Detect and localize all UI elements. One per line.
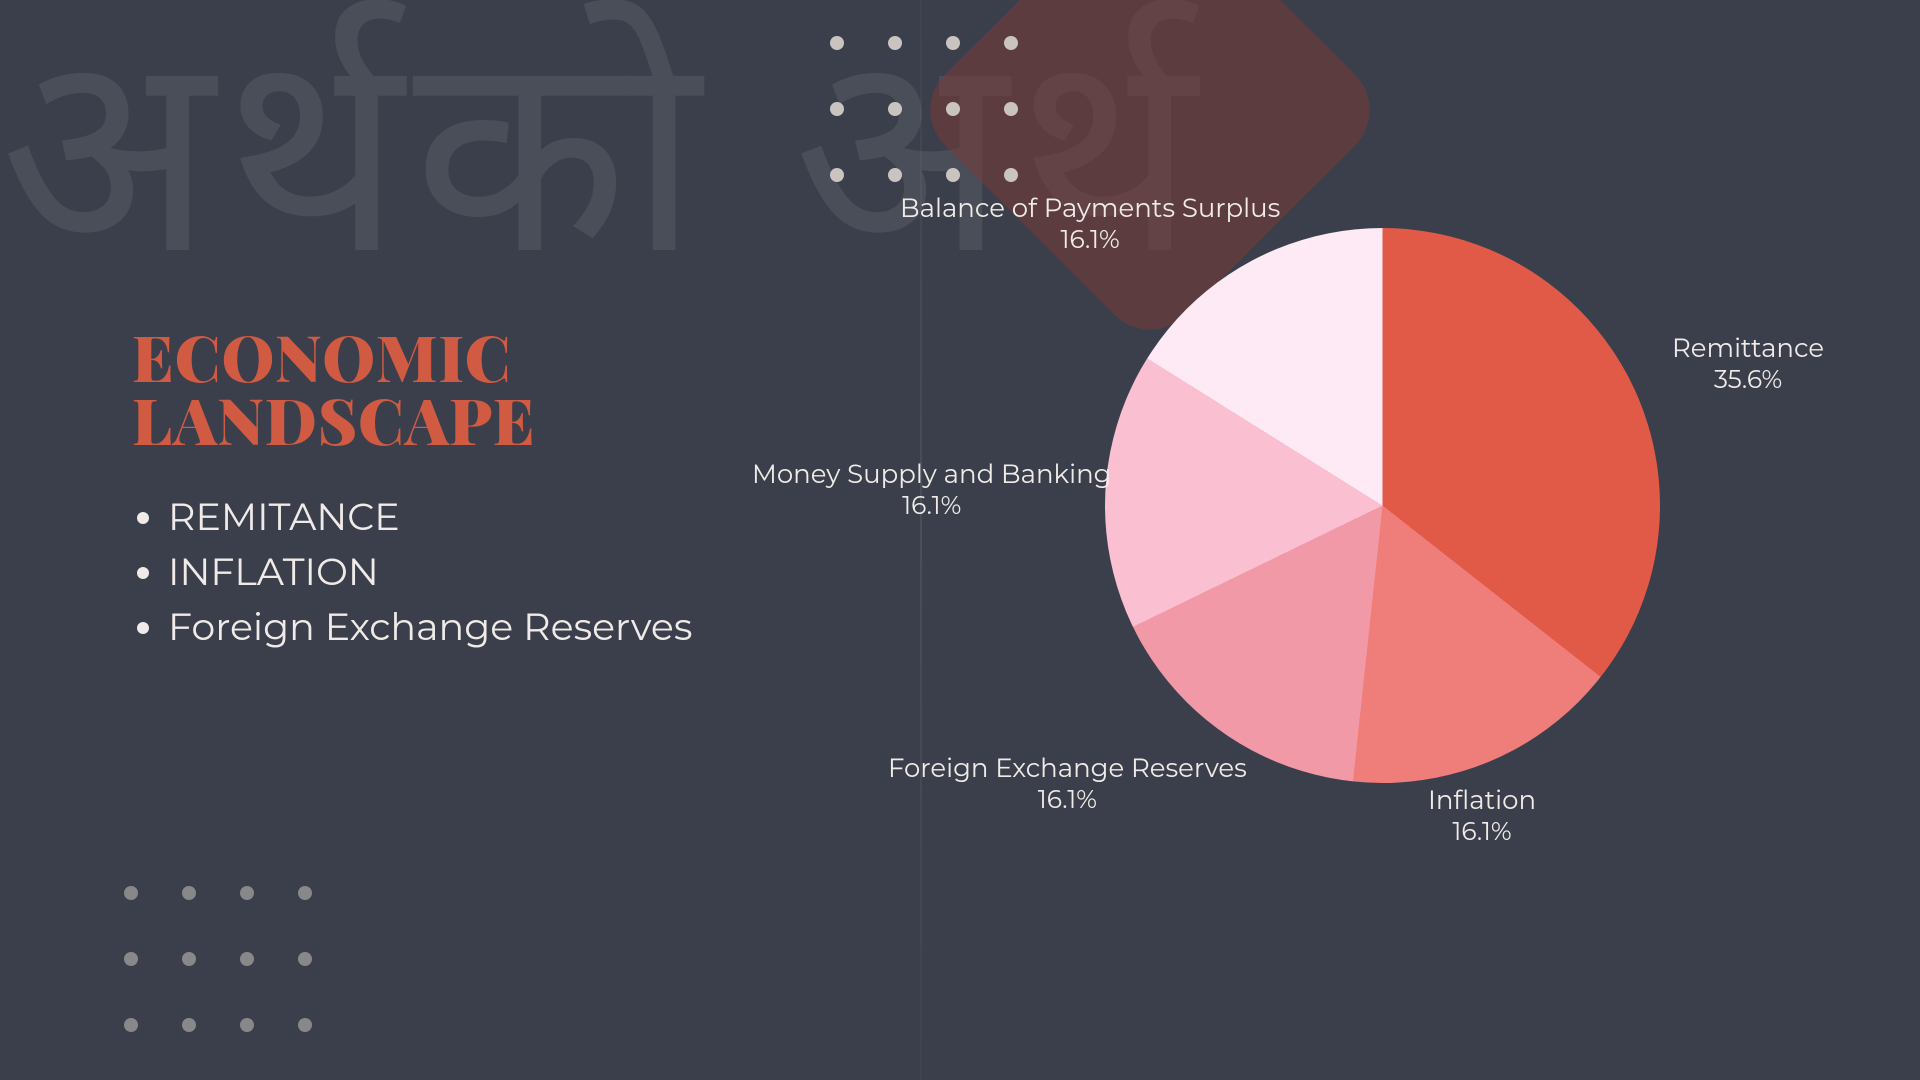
pie-label-pct: 16.1% bbox=[752, 491, 1111, 522]
page-title: ECONOMIC LANDSCAPE bbox=[132, 326, 535, 451]
pie-label-text: Money Supply and Banking bbox=[752, 458, 1111, 490]
pie-label-remittance: Remittance 35.6% bbox=[1672, 332, 1824, 396]
dot-grid-bottom bbox=[124, 886, 312, 1032]
pie-label-text: Inflation bbox=[1428, 784, 1536, 816]
bullet-item: REMITANCE bbox=[168, 490, 692, 543]
pie-label-text: Foreign Exchange Reserves bbox=[888, 752, 1247, 784]
bullet-item: INFLATION bbox=[168, 545, 692, 598]
pie-label-text: Balance of Payments Surplus bbox=[900, 192, 1280, 224]
pie-label-bop: Balance of Payments Surplus 16.1% bbox=[900, 192, 1280, 256]
pie-label-inflation: Inflation 16.1% bbox=[1428, 784, 1536, 848]
pie-label-pct: 16.1% bbox=[888, 785, 1247, 816]
title-line-2: LANDSCAPE bbox=[132, 377, 535, 462]
pie-label-pct: 16.1% bbox=[1428, 817, 1536, 848]
pie-label-pct: 16.1% bbox=[900, 225, 1280, 256]
pie-label-money: Money Supply and Banking 16.1% bbox=[752, 458, 1111, 522]
pie-chart bbox=[1105, 228, 1660, 783]
dot-grid-top bbox=[830, 36, 1018, 182]
bullet-item: Foreign Exchange Reserves bbox=[168, 600, 692, 653]
pie-label-fer: Foreign Exchange Reserves 16.1% bbox=[888, 752, 1247, 816]
pie-chart-body bbox=[1105, 228, 1660, 783]
pie-label-pct: 35.6% bbox=[1672, 365, 1824, 396]
pie-label-text: Remittance bbox=[1672, 332, 1824, 364]
bullet-list: REMITANCE INFLATION Foreign Exchange Res… bbox=[168, 490, 692, 656]
